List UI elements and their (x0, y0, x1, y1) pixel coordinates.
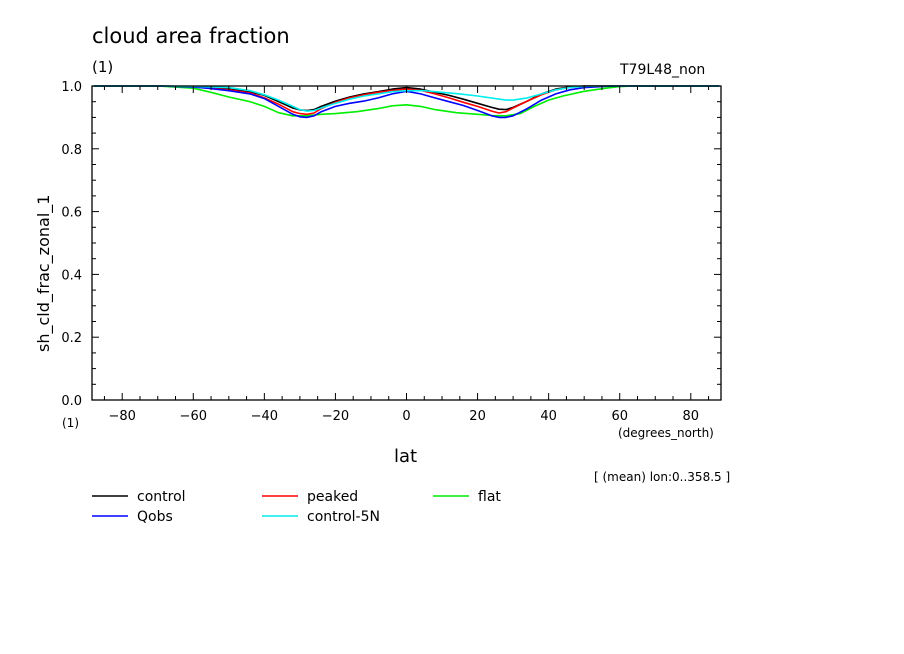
x-tick-label: 40 (540, 409, 557, 424)
y-tick-label: 0.6 (61, 206, 82, 221)
legend-label-peaked: peaked (307, 489, 358, 505)
y-tick-label: 0.2 (61, 331, 82, 346)
x-tick-label: −60 (180, 409, 207, 424)
x-tick-label: 80 (683, 409, 700, 424)
y-tick-label: 0.0 (61, 394, 82, 409)
x-tick-label: 60 (611, 409, 628, 424)
series-line-flat (93, 85, 720, 117)
mean-note: [ (mean) lon:0..358.5 ] (594, 470, 731, 484)
x-tick-label: −20 (322, 409, 349, 424)
plot-frame (91, 85, 722, 401)
y-units-label: (1) (92, 58, 114, 76)
x-units-left-label: (1) (62, 416, 79, 430)
run-label: T79L48_non (620, 62, 706, 78)
x-tick-label: 20 (469, 409, 486, 424)
legend-label-flat: flat (478, 489, 501, 505)
series-line-control-5n (93, 85, 720, 112)
y-tick-label: 0.8 (61, 143, 82, 158)
axis-ticks: −80 −60 −40 −20 0 20 40 60 80 0.0 0.2 0.4 0.6 0.8 1.0 (61, 80, 721, 424)
x-tick-label: −80 (108, 409, 135, 424)
legend-label-control-5n: control-5N (307, 509, 380, 525)
legend-label-control: control (137, 489, 186, 505)
chart-title: cloud area fraction (92, 24, 290, 48)
legend-label-qobs: Qobs (137, 509, 173, 525)
x-units-label: (degrees_north) (618, 426, 714, 440)
x-tick-label: −40 (251, 409, 278, 424)
y-tick-label: 0.4 (61, 268, 82, 283)
y-tick-label: 1.0 (61, 80, 82, 95)
x-tick-label: 0 (402, 409, 410, 424)
series-layer (93, 85, 720, 119)
legend: control peaked flat Qobs control-5N (92, 489, 501, 525)
x-axis-label: lat (394, 446, 418, 467)
